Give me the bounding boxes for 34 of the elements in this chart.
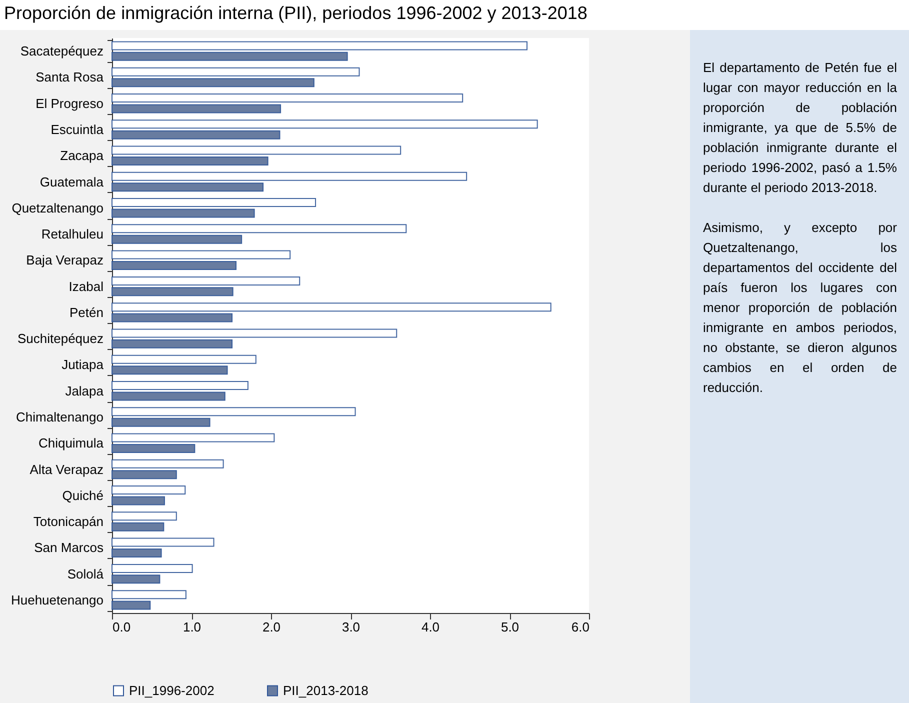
y-tick-label: Sacatepéquez bbox=[20, 44, 104, 59]
y-tick-label: Huehuetenango bbox=[10, 592, 104, 608]
x-tick-label: 6.0 bbox=[571, 620, 590, 634]
y-tick-label: Quiché bbox=[62, 488, 104, 503]
y-tick-label: Chimaltenango bbox=[16, 409, 104, 424]
y-tick-label: Petén bbox=[70, 304, 104, 320]
y-tick-label: San Marcos bbox=[34, 540, 104, 556]
chart-title: Proporción de inmigración interna (PII), periodos 1996-2002 y 2013-2018 bbox=[0, 0, 909, 30]
x-tick-label: 1.0 bbox=[182, 620, 202, 634]
y-tick-label: Suchitepéquez bbox=[17, 331, 104, 346]
y-tick-label: Escuintla bbox=[50, 122, 104, 137]
text: El departamento de Petén fue el lugar con mayor reducción en la proporción de población inmigrante, ya que de 5.5% de población inmigrante durante el periodo 1996-2002, pasó a 1.5% durante el periodo 2013-2018. bbox=[703, 59, 897, 197]
x-tick-label: 4.0 bbox=[421, 620, 440, 634]
y-tick-label: Jalapa bbox=[65, 383, 104, 398]
text: Asimismo, y excepto por Quetzaltenango, los departamentos del occidente del país fueron los lugares con menor proporción de población inmigrante en ambos periodos, no obstante, se dieron algunos cambios en el orden de reducción. bbox=[703, 220, 897, 395]
legend-label: PII_2013-2018 bbox=[283, 682, 368, 698]
y-tick-label: Totonicapán bbox=[33, 514, 104, 530]
y-tick-label: Santa Rosa bbox=[36, 70, 104, 85]
y-tick-label: Izabal bbox=[68, 278, 104, 294]
y-tick-label: Chiquimula bbox=[38, 436, 104, 451]
x-tick-label: 0.0 bbox=[112, 620, 131, 634]
y-tick-label: Alta Verapaz bbox=[30, 462, 104, 477]
y-tick-label: Zacapa bbox=[60, 148, 104, 164]
y-tick-label: Sololá bbox=[67, 566, 104, 582]
y-tick-label: Retalhuleu bbox=[41, 226, 104, 242]
y-tick-label: Baja Verapaz bbox=[26, 252, 104, 268]
y-tick-label: Guatemala bbox=[40, 174, 104, 190]
x-tick-label: 2.0 bbox=[262, 620, 281, 634]
legend-label: PII_1996-2002 bbox=[129, 682, 214, 698]
x-tick-label: 3.0 bbox=[342, 620, 360, 634]
x-tick-label: 5.0 bbox=[500, 620, 520, 634]
y-tick-label: El Progreso bbox=[36, 96, 104, 111]
y-tick-label: Jutiapa bbox=[62, 357, 104, 372]
y-tick-label: Quetzaltenango bbox=[12, 200, 104, 216]
